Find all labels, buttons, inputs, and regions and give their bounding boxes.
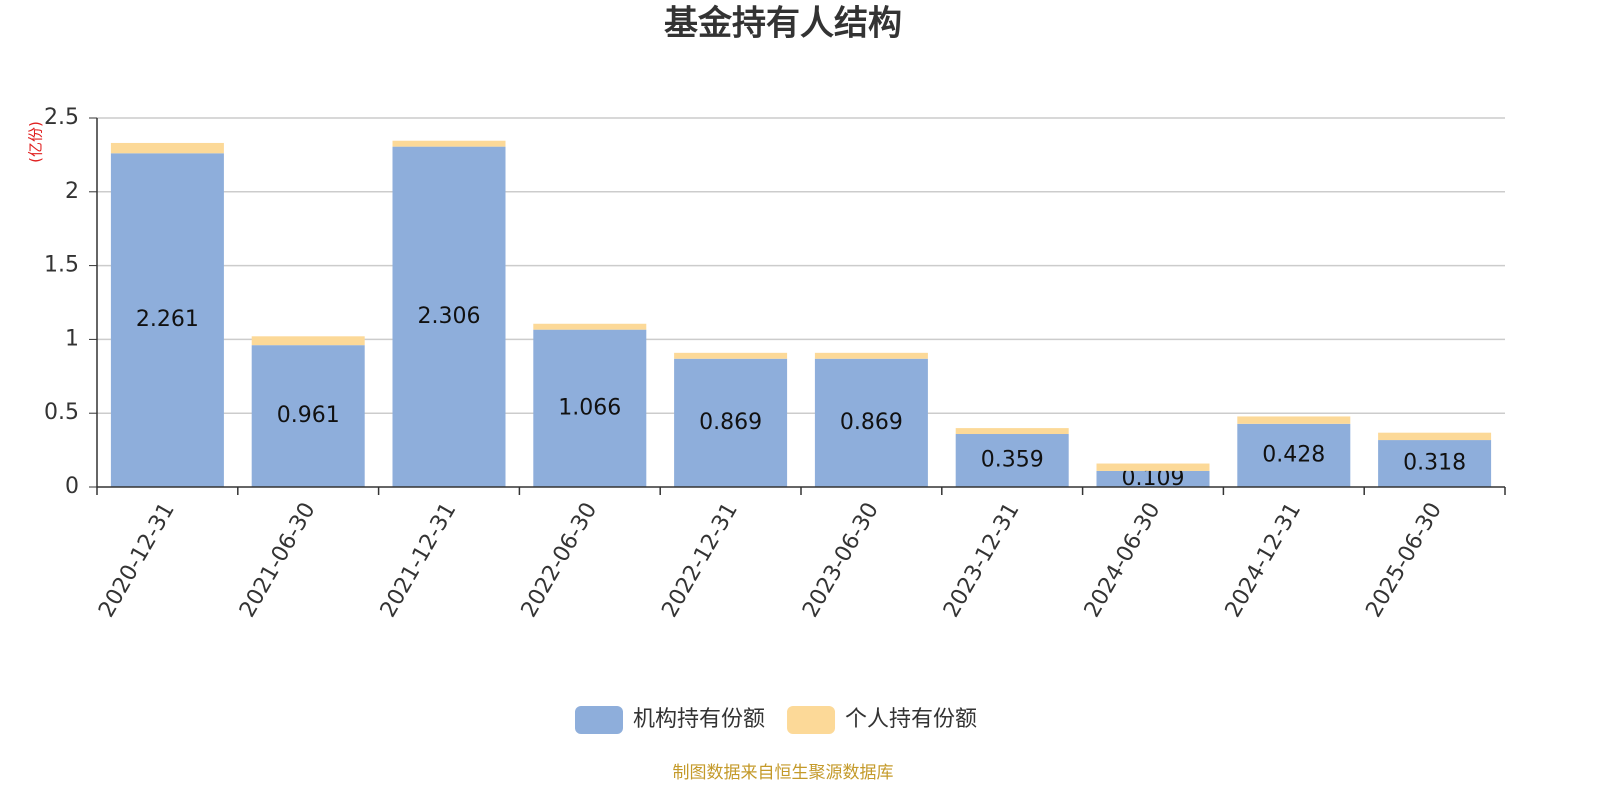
bar-segment bbox=[251, 336, 365, 346]
chart-title: 基金持有人结构 bbox=[664, 4, 902, 44]
x-tick-label: 2024-12-31 bbox=[1221, 499, 1307, 622]
bar-segment bbox=[1237, 423, 1351, 487]
bar-segment bbox=[533, 329, 647, 487]
data-label: 0.869 bbox=[840, 410, 903, 435]
bar-segment bbox=[814, 358, 928, 487]
x-tick-label: 2022-06-30 bbox=[517, 499, 603, 622]
legend-label: 机构持有份额 bbox=[633, 707, 765, 732]
y-tick-label: 0.5 bbox=[44, 400, 79, 425]
legend-swatch bbox=[575, 706, 623, 734]
y-tick-label: 2 bbox=[65, 179, 79, 204]
bar-segment bbox=[1378, 440, 1492, 487]
legend-label: 个人持有份额 bbox=[845, 707, 977, 732]
bar-segment bbox=[392, 146, 506, 487]
x-tick-label: 2021-06-30 bbox=[235, 499, 321, 622]
bar-segment bbox=[814, 352, 928, 359]
y-tick-label: 1.5 bbox=[44, 253, 79, 278]
x-tick-label: 2023-06-30 bbox=[798, 499, 884, 622]
y-unit: (亿份) bbox=[27, 121, 45, 163]
data-label: 0.318 bbox=[1403, 451, 1466, 476]
bar-segment bbox=[110, 153, 224, 487]
bar-segment bbox=[955, 434, 1069, 487]
bar-segment bbox=[110, 142, 224, 154]
x-tick-label: 2022-12-31 bbox=[657, 499, 743, 622]
bar-segment bbox=[533, 323, 647, 330]
bar-segment bbox=[1096, 463, 1210, 471]
data-label: 2.306 bbox=[418, 304, 481, 329]
x-tick-label: 2021-12-31 bbox=[376, 499, 462, 622]
y-tick-label: 1 bbox=[65, 326, 79, 351]
data-label: 0.359 bbox=[981, 448, 1044, 473]
bar-segment bbox=[674, 358, 788, 487]
data-label: 2.261 bbox=[136, 307, 199, 332]
data-label: 1.066 bbox=[558, 395, 621, 420]
bar-segment bbox=[955, 428, 1069, 435]
bar-segment bbox=[1237, 416, 1351, 424]
bar-segment bbox=[1096, 470, 1210, 487]
data-label: 0.428 bbox=[1262, 442, 1325, 467]
legend-swatch bbox=[787, 706, 836, 734]
bar-segment bbox=[392, 140, 506, 147]
data-label: 0.961 bbox=[277, 403, 340, 428]
source-note: 制图数据来自恒生聚源数据库 bbox=[673, 763, 894, 783]
x-tick-label: 2025-06-30 bbox=[1361, 499, 1447, 622]
y-tick-label: 2.5 bbox=[44, 105, 79, 130]
x-tick-label: 2023-12-31 bbox=[939, 498, 1025, 621]
bar-segment bbox=[674, 352, 788, 359]
bar-segment bbox=[1378, 432, 1492, 441]
x-tick-label: 2024-06-30 bbox=[1080, 499, 1166, 622]
data-label: 0.869 bbox=[699, 410, 762, 435]
bar-segment bbox=[251, 345, 365, 487]
x-tick-label: 2020-12-31 bbox=[94, 499, 180, 622]
y-tick-label: 0 bbox=[65, 474, 79, 499]
